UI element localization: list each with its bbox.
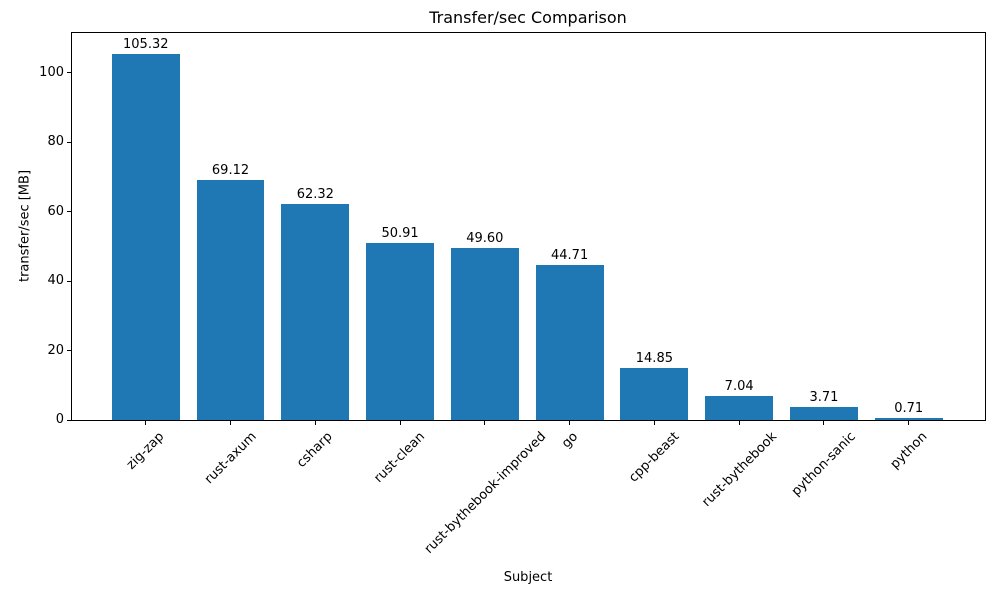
x-tick (484, 421, 486, 425)
bar-value-label: 0.71 (894, 400, 924, 416)
bar-value-label: 69.12 (211, 163, 250, 179)
x-tick-label: csharp (294, 429, 336, 471)
bar (366, 243, 434, 420)
bar-value-label: 105.32 (123, 37, 169, 53)
x-tick-label: cpp-beast (626, 429, 683, 486)
y-tick (67, 211, 71, 213)
x-tick-label: rust-bythebook-improved (421, 429, 549, 557)
y-tick (67, 419, 71, 421)
bar-value-label: 49.60 (466, 230, 504, 246)
bar (111, 54, 180, 420)
x-tick-label: rust-bythebook (698, 429, 780, 510)
y-tick-label: 40 (47, 273, 64, 289)
y-tick (67, 72, 71, 74)
x-axis-label: Subject (503, 570, 553, 585)
y-tick-label: 60 (47, 203, 64, 219)
x-tick-label: go (558, 429, 581, 452)
bar (196, 180, 265, 420)
y-tick (67, 280, 71, 282)
x-tick (230, 421, 232, 425)
bar-value-label: 50.91 (381, 226, 419, 242)
x-tick (314, 421, 316, 425)
bar-value-label: 7.04 (724, 378, 754, 394)
y-tick (67, 350, 71, 352)
bar (705, 395, 774, 420)
bar (620, 368, 689, 420)
bar-value-label: 44.71 (551, 247, 589, 263)
bar (450, 247, 519, 420)
y-tick-label: 80 (47, 134, 64, 150)
x-tick-label: zig-zap (124, 429, 168, 473)
bar-value-label: 3.71 (809, 390, 839, 406)
y-axis-label: transfer/sec [MB] (17, 169, 33, 283)
x-tick-label: python (887, 429, 931, 473)
x-tick (823, 421, 825, 425)
y-tick-label: 100 (39, 64, 64, 80)
x-tick (738, 421, 740, 425)
bar (281, 203, 350, 420)
y-tick-label: 0 (55, 412, 64, 427)
x-tick (653, 421, 655, 425)
x-tick-label: rust-clean (371, 429, 429, 486)
bar (790, 407, 858, 420)
plot-area (71, 32, 986, 421)
x-tick (908, 421, 910, 425)
y-tick (67, 141, 71, 143)
x-tick-label: rust-axum (201, 429, 260, 488)
x-tick-label: python-sanic (788, 429, 859, 500)
bar (874, 417, 943, 420)
x-tick (569, 421, 571, 425)
chart-title: Transfer/sec Comparison (429, 8, 627, 27)
bar (535, 264, 604, 420)
y-tick-label: 20 (47, 342, 64, 358)
x-tick (145, 421, 147, 425)
bar-value-label: 62.32 (296, 186, 334, 202)
bar-value-label: 14.85 (635, 351, 673, 367)
x-tick (399, 421, 401, 425)
